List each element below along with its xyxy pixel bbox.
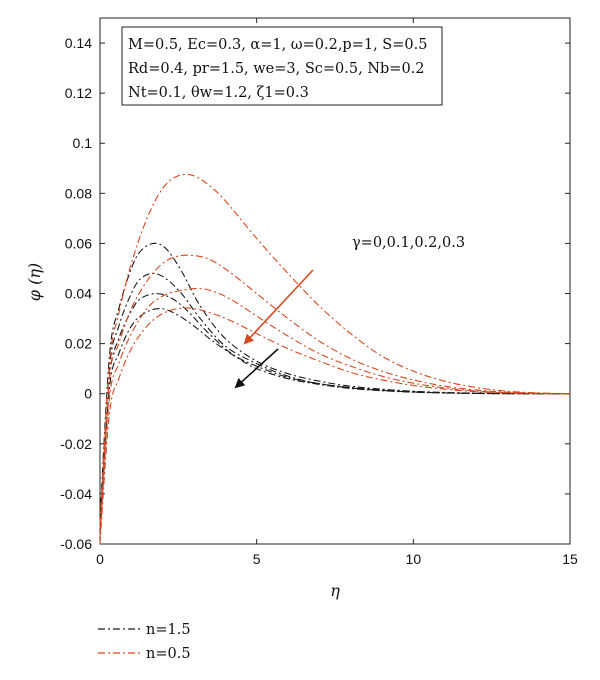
y-axis-title: φ (η)	[25, 263, 44, 301]
x-axis-title: η	[330, 581, 340, 600]
y-tick-label: 0.08	[65, 185, 92, 201]
info-box: M=0.5, Ec=0.3, α=1, ω=0.2,p=1, S=0.5 Rd=…	[121, 26, 443, 106]
y-tick-label: -0.02	[60, 436, 92, 452]
x-tick-label: 0	[96, 551, 104, 567]
series-line-n05-gamma-0_3	[99, 307, 571, 545]
y-tick-label: 0.1	[73, 135, 93, 151]
y-tick-label: 0.06	[65, 235, 92, 251]
series-line-n15-gamma-0_3	[99, 307, 570, 535]
y-tick-label: -0.06	[60, 536, 92, 552]
arrow-black	[234, 348, 279, 389]
legend-label-n05: n=0.5	[146, 646, 191, 662]
series-line-n15-gamma-0	[99, 242, 571, 519]
axis-ticks: 0 5 10 15 -0.06 -0.04 -0.02 0 0.02 0.04 0.06 0.08 0.…	[60, 18, 578, 567]
series-line-n15-gamma-0_2	[99, 292, 570, 530]
y-tick-label: 0.02	[65, 336, 92, 352]
y-tick-label: 0.12	[65, 85, 92, 101]
series-line-n05-gamma-0	[99, 173, 571, 524]
info-line-2: Rd=0.4, pr=1.5, we=3, Sc=0.5, Nb=0.2	[128, 61, 425, 77]
series-line-n05-gamma-0_1	[99, 254, 571, 530]
y-tick-label: 0.14	[65, 35, 92, 51]
x-tick-label: 10	[406, 551, 422, 567]
gamma-annotation: γ=0,0.1,0.2,0.3	[352, 235, 465, 251]
plot-frame	[99, 17, 571, 545]
series-layer	[99, 173, 571, 545]
series-line-n05-gamma-0_2	[99, 287, 571, 537]
info-box-frame	[121, 26, 443, 106]
legend-label-n15: n=1.5	[146, 622, 191, 638]
arrow-orange	[243, 269, 314, 345]
info-line-1: M=0.5, Ec=0.3, α=1, ω=0.2,p=1, S=0.5	[128, 37, 427, 53]
y-tick-label: 0	[84, 386, 92, 402]
x-tick-label: 15	[562, 551, 578, 567]
x-tick-label: 5	[253, 551, 261, 567]
legend: n=1.5 n=0.5	[98, 622, 191, 662]
y-tick-label: 0.04	[65, 286, 92, 302]
info-line-3: Nt=0.1, θw=1.2, ζ1=0.3	[128, 85, 309, 101]
y-tick-label: -0.04	[60, 486, 92, 502]
